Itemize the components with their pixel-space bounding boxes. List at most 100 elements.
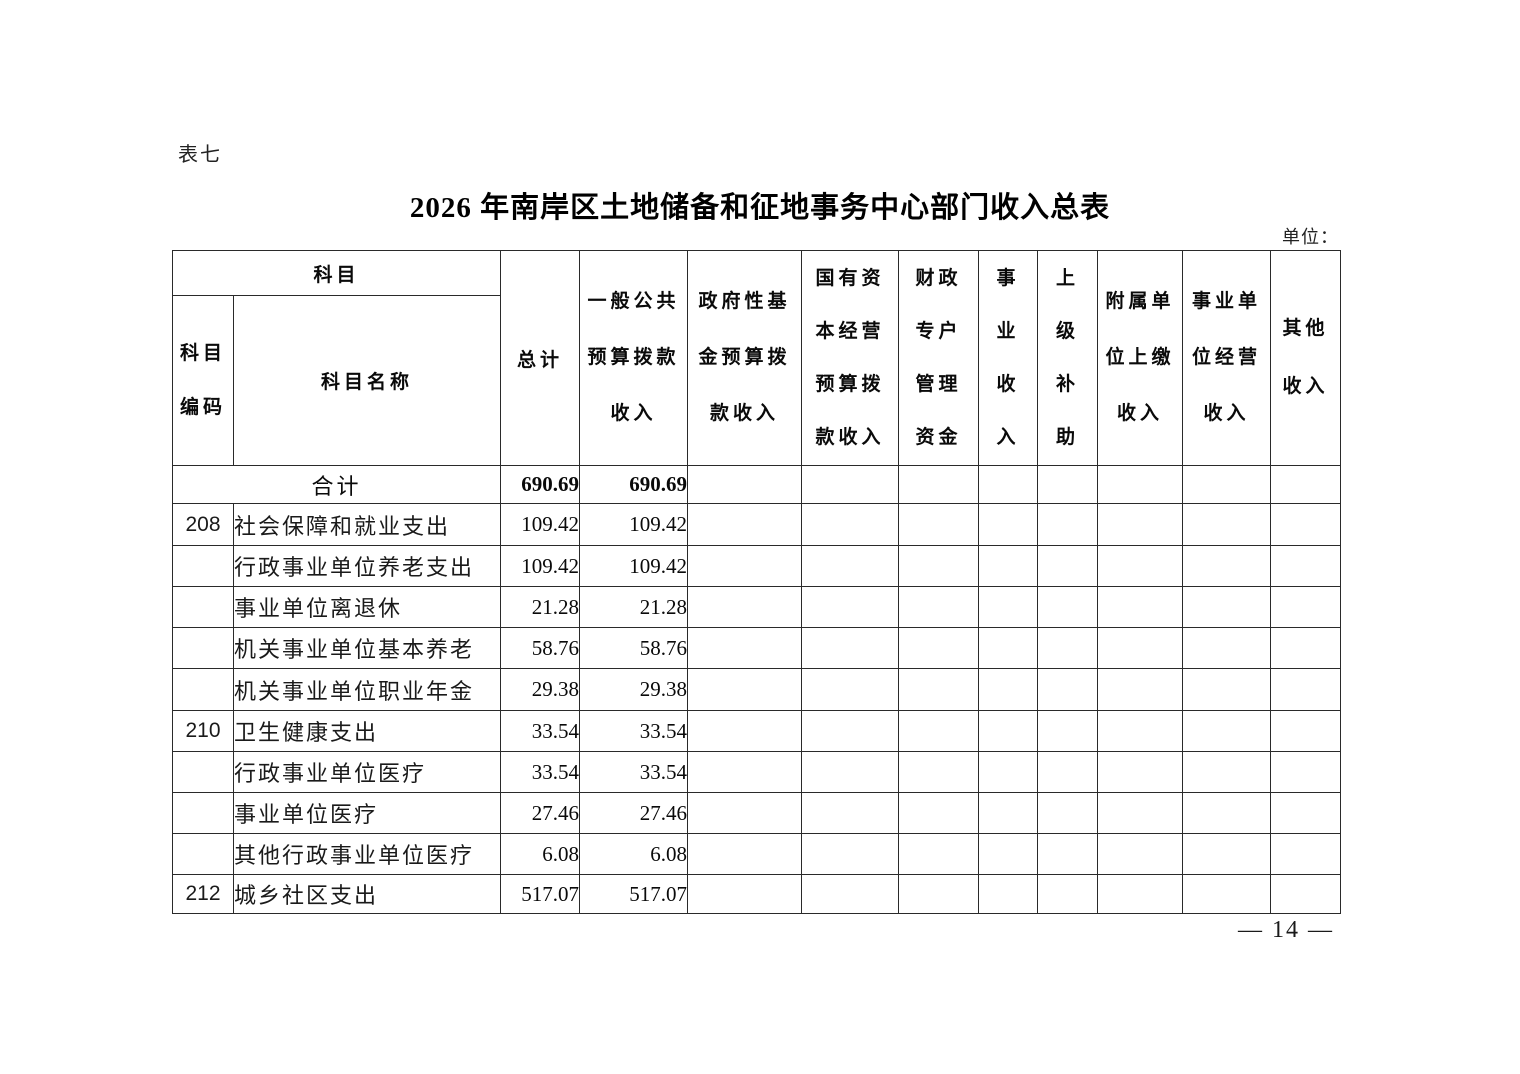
income-summary-table: 科目 总计 一般公共 预算拨款 收入 政府性基 金预算拨 款收入 国有资 本经营… <box>171 250 1342 914</box>
empty-value-cell <box>1037 792 1099 834</box>
total-cell: 21.28 <box>500 586 581 628</box>
header-total: 总计 <box>500 250 581 466</box>
empty-value-cell <box>898 792 980 834</box>
page-title: 2026 年南岸区土地储备和征地事务中心部门收入总表 <box>409 192 1111 224</box>
general-budget-cell: 517.07 <box>579 874 689 914</box>
empty-value-cell <box>1037 586 1099 628</box>
subject-code-cell <box>172 586 234 628</box>
table-row: 事业单位医疗 27.46 27.46 <box>172 792 1342 834</box>
empty-value-cell <box>801 545 900 587</box>
empty-value-cell <box>1270 465 1342 504</box>
empty-value-cell <box>801 586 900 628</box>
summary-total-cell: 690.69 <box>500 465 581 504</box>
header-government-fund-budget: 政府性基 金预算拨 款收入 <box>687 250 803 466</box>
empty-value-cell <box>1270 586 1342 628</box>
subject-name-cell: 事业单位离退休 <box>232 586 502 628</box>
empty-value-cell <box>898 503 980 546</box>
empty-value-cell <box>898 874 980 914</box>
summary-label-cell: 合计 <box>171 465 502 504</box>
header-business-income: 事 业 收 入 <box>978 250 1039 466</box>
empty-value-cell <box>1270 751 1342 793</box>
empty-value-cell <box>978 751 1039 793</box>
empty-value-cell <box>1037 668 1099 711</box>
empty-value-cell <box>898 627 980 669</box>
empty-value-cell <box>1182 627 1272 669</box>
total-cell: 33.54 <box>500 710 581 752</box>
empty-value-cell <box>1037 465 1099 504</box>
total-cell: 58.76 <box>500 627 581 669</box>
summary-row: 合计 690.69 690.69 <box>171 465 1342 504</box>
empty-value-cell <box>898 465 980 504</box>
empty-value-cell <box>687 833 803 875</box>
empty-value-cell <box>978 503 1039 546</box>
empty-value-cell <box>1097 503 1184 546</box>
table-row: 机关事业单位职业年金 29.38 29.38 <box>172 668 1342 711</box>
empty-value-cell <box>1270 545 1342 587</box>
empty-value-cell <box>1182 545 1272 587</box>
general-budget-cell: 29.38 <box>579 668 689 711</box>
empty-value-cell <box>1037 627 1099 669</box>
empty-value-cell <box>1037 545 1099 587</box>
empty-value-cell <box>1182 792 1272 834</box>
empty-value-cell <box>1097 586 1184 628</box>
header-row-subject-detail: 科目 编码 科目名称 <box>172 295 1341 466</box>
empty-value-cell <box>898 668 980 711</box>
empty-value-cell <box>1270 710 1342 752</box>
empty-value-cell <box>687 668 803 711</box>
subject-code-cell: 210 <box>172 710 234 752</box>
empty-value-cell <box>1097 465 1184 504</box>
empty-value-cell <box>1037 833 1099 875</box>
subject-code-cell: 208 <box>172 503 234 546</box>
empty-value-cell <box>1270 627 1342 669</box>
empty-value-cell <box>801 465 900 504</box>
empty-value-cell <box>898 710 980 752</box>
empty-value-cell <box>687 792 803 834</box>
subject-name-cell: 其他行政事业单位医疗 <box>232 833 502 875</box>
subject-name-cell: 行政事业单位医疗 <box>232 751 502 793</box>
empty-value-cell <box>1270 792 1342 834</box>
general-budget-cell: 21.28 <box>579 586 689 628</box>
subject-name-cell: 卫生健康支出 <box>232 710 502 752</box>
empty-value-cell <box>1270 874 1342 914</box>
total-cell: 6.08 <box>500 833 581 875</box>
table-row: 208 社会保障和就业支出 109.42 109.42 <box>172 503 1342 546</box>
empty-value-cell <box>687 503 803 546</box>
header-state-capital-budget: 国有资 本经营 预算拨 款收入 <box>801 250 900 466</box>
header-subject-group: 科目 <box>171 250 502 296</box>
empty-value-cell <box>1182 503 1272 546</box>
empty-value-cell <box>1270 833 1342 875</box>
empty-value-cell <box>1097 751 1184 793</box>
empty-value-cell <box>1182 710 1272 752</box>
header-subject-code: 科目 编码 <box>172 295 234 466</box>
empty-value-cell <box>801 874 900 914</box>
header-fiscal-special-account: 财政 专户 管理 资金 <box>898 250 980 466</box>
table-number-label: 表七 <box>178 144 222 166</box>
empty-value-cell <box>898 586 980 628</box>
empty-value-cell <box>1182 751 1272 793</box>
header-other-income: 其他 收入 <box>1270 250 1342 466</box>
total-cell: 109.42 <box>500 545 581 587</box>
header-affiliated-unit-payment: 附属单 位上缴 收入 <box>1097 250 1184 466</box>
table-row: 事业单位离退休 21.28 21.28 <box>172 586 1342 628</box>
empty-value-cell <box>1097 545 1184 587</box>
empty-value-cell <box>978 668 1039 711</box>
empty-value-cell <box>898 751 980 793</box>
subject-code-cell: 212 <box>172 874 234 914</box>
empty-value-cell <box>978 545 1039 587</box>
subject-code-cell <box>172 833 234 875</box>
total-cell: 27.46 <box>500 792 581 834</box>
empty-value-cell <box>687 586 803 628</box>
subject-code-cell <box>172 792 234 834</box>
empty-value-cell <box>1182 586 1272 628</box>
header-business-unit-operating: 事业单 位经营 收入 <box>1182 250 1272 466</box>
unit-label: 单位： <box>1282 227 1339 247</box>
empty-value-cell <box>801 710 900 752</box>
header-row-subject: 科目 总计 一般公共 预算拨款 收入 政府性基 金预算拨 款收入 国有资 本经营… <box>171 250 1342 466</box>
general-budget-cell: 109.42 <box>579 503 689 546</box>
empty-value-cell <box>1182 833 1272 875</box>
subject-code-cell <box>172 627 234 669</box>
general-budget-cell: 6.08 <box>579 833 689 875</box>
general-budget-cell: 33.54 <box>579 751 689 793</box>
total-cell: 29.38 <box>500 668 581 711</box>
